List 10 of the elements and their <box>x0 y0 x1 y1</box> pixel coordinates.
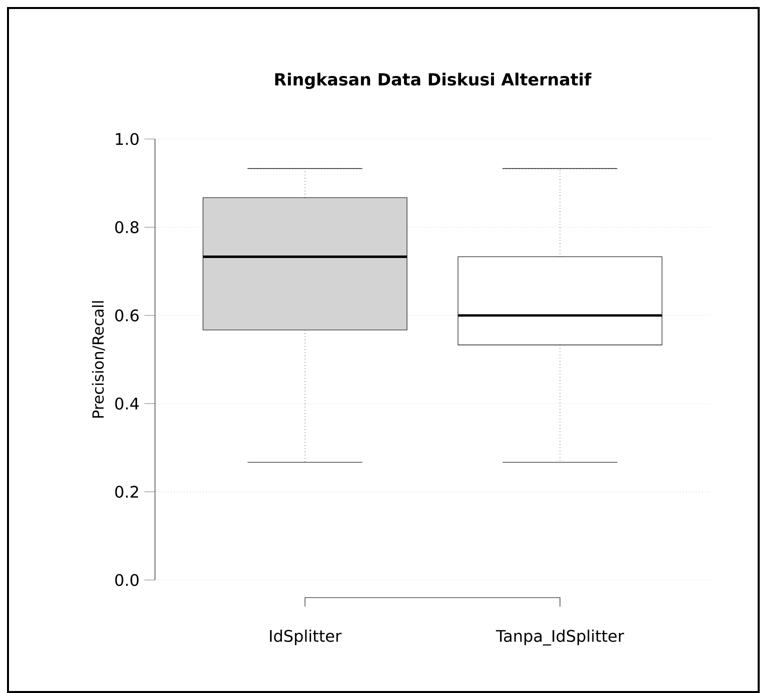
y-tick-label: 0.2 <box>115 486 138 498</box>
y-tick-label: 0.4 <box>115 397 139 410</box>
y-tick-label: 0.6 <box>115 309 139 322</box>
x-tick-label: IdSplitter <box>270 629 342 645</box>
y-axis-title: Precision/Recall <box>92 301 106 418</box>
x-tick-label: Tanpa_IdSplitter <box>496 629 624 646</box>
chart-title: Ringkasan Data Diskusi Alternatif <box>275 72 592 89</box>
y-tick-label: 0.0 <box>115 574 139 586</box>
y-tick-label: 0.8 <box>115 220 139 234</box>
y-tick-label: 1.0 <box>116 132 139 145</box>
